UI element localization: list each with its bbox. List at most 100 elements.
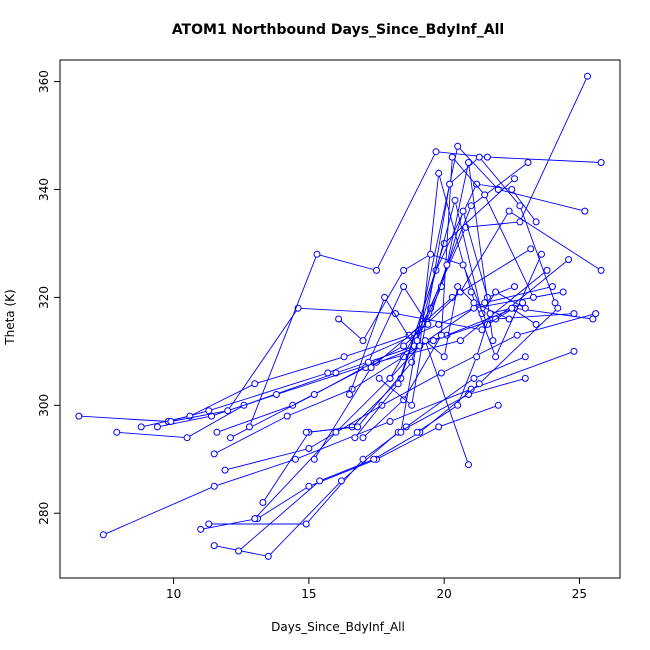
series-line: [306, 145, 585, 433]
data-point: [589, 315, 597, 323]
data-point: [210, 542, 218, 550]
data-point: [400, 283, 408, 291]
data-point: [532, 320, 540, 328]
data-point: [340, 353, 348, 361]
data-point: [456, 337, 464, 345]
data-point: [440, 353, 448, 361]
data-point: [167, 418, 175, 425]
data-point: [465, 461, 472, 469]
data-point: [427, 250, 435, 258]
data-point: [486, 310, 494, 318]
data-point: [467, 202, 475, 210]
data-point: [551, 299, 559, 307]
data-point: [316, 477, 324, 485]
data-point: [565, 256, 573, 264]
chart-title: ATOM1 Northbound Days_Since_BdyInf_All: [172, 22, 504, 38]
data-point: [524, 159, 532, 166]
data-point: [221, 466, 229, 474]
data-point: [208, 412, 215, 420]
data-point: [310, 391, 318, 398]
data-point: [400, 342, 408, 350]
data-point: [473, 353, 481, 361]
data-point: [511, 175, 518, 183]
data-point: [516, 218, 524, 226]
data-point: [483, 153, 491, 161]
data-point: [75, 412, 83, 420]
data-point: [511, 283, 518, 291]
data-point: [516, 202, 524, 210]
data-point: [475, 153, 483, 161]
series-line: [416, 307, 537, 433]
data-point: [251, 515, 259, 523]
data-point: [235, 547, 243, 555]
data-point: [359, 337, 367, 345]
data-point: [454, 401, 462, 409]
data-point: [386, 374, 394, 382]
series-line: [238, 307, 559, 552]
data-point: [505, 207, 513, 215]
data-point: [210, 450, 218, 458]
data-point: [492, 353, 500, 361]
data-point: [332, 428, 340, 436]
series-line: [200, 404, 499, 530]
data-point: [224, 407, 232, 415]
data-point: [584, 72, 591, 80]
data-point: [137, 423, 145, 431]
x-tick-label: 15: [301, 587, 316, 601]
data-point: [226, 434, 234, 442]
series-line: [262, 178, 515, 503]
axes-layer: 10 15 20 25 280 300 320 340 360: [37, 70, 587, 601]
data-point: [494, 401, 502, 409]
y-tick-label: 360: [37, 70, 51, 93]
data-point: [532, 218, 540, 226]
data-point: [543, 266, 551, 274]
data-point: [394, 380, 402, 388]
data-point: [446, 180, 454, 188]
data-point: [373, 266, 380, 274]
data-point: [213, 428, 221, 436]
data-point: [408, 401, 416, 409]
data-point: [508, 304, 516, 312]
data-point: [435, 423, 443, 431]
data-point: [429, 337, 437, 345]
data-point: [378, 401, 386, 409]
data-point: [370, 455, 378, 463]
data-point: [454, 283, 462, 291]
series-line: [248, 151, 602, 428]
data-point: [397, 428, 405, 436]
data-point: [459, 207, 467, 215]
data-point: [513, 331, 521, 339]
data-point: [264, 552, 272, 560]
data-point: [465, 159, 472, 166]
data-point: [492, 288, 500, 296]
series-line: [424, 285, 510, 465]
data-point: [559, 288, 567, 296]
data-point: [521, 374, 529, 382]
data-point: [597, 159, 605, 166]
data-point: [470, 299, 478, 307]
data-point: [592, 310, 600, 318]
series-line: [208, 356, 526, 525]
data-point: [367, 364, 375, 372]
data-point: [519, 299, 527, 307]
data-point: [99, 531, 107, 539]
series-line: [230, 210, 602, 439]
data-point: [435, 169, 443, 177]
data-point: [183, 434, 191, 442]
data-point: [451, 196, 459, 204]
series-line: [400, 200, 526, 433]
series-line: [214, 377, 526, 557]
data-point: [337, 477, 345, 485]
y-tick-label: 340: [37, 178, 51, 201]
data-point: [454, 142, 462, 150]
data-point: [400, 266, 408, 274]
data-point: [413, 337, 421, 345]
data-point: [432, 148, 440, 156]
data-point: [351, 434, 359, 442]
data-point: [481, 191, 489, 199]
x-tick-label: 25: [572, 587, 587, 601]
series-line: [103, 350, 575, 536]
data-point: [305, 482, 313, 490]
data-point: [581, 207, 589, 215]
series-line: [213, 291, 564, 455]
